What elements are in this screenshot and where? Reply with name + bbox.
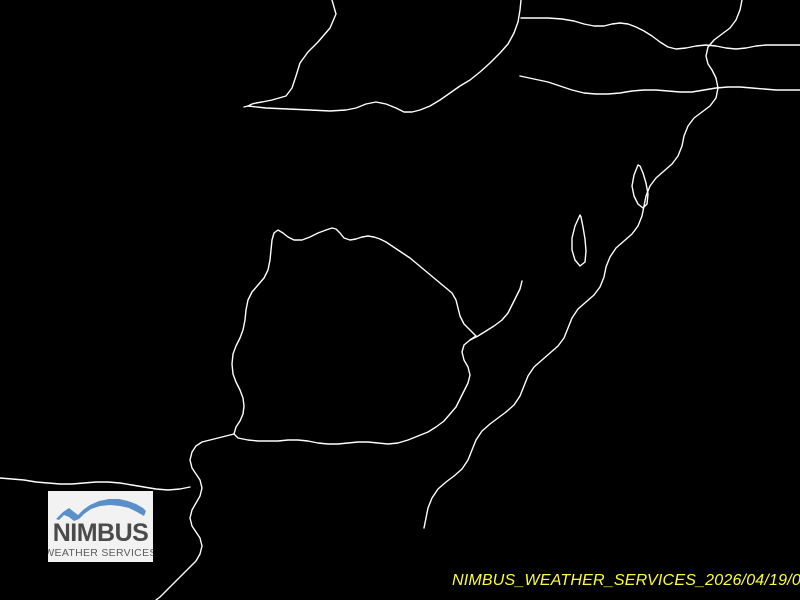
wave-arc-icon (56, 499, 146, 521)
logo-tagline: WEATHER SERVICES (48, 547, 153, 559)
timestamp-caption: NIMBUS_WEATHER_SERVICES_2026/04/19/0133 (452, 572, 800, 589)
logo-title: NIMBUS (52, 519, 149, 547)
nimbus-logo-watermark: NIMBUS WEATHER SERVICES (48, 491, 153, 562)
